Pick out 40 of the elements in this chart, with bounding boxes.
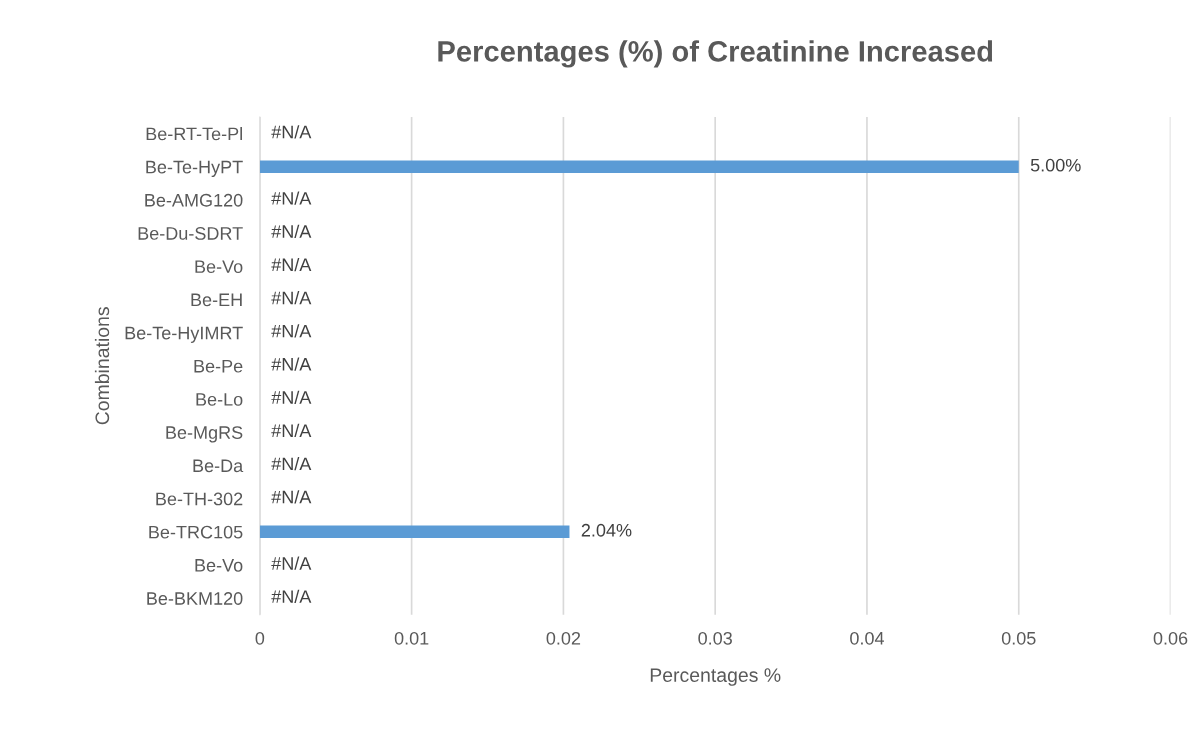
x-tick-label: 0.06	[1153, 631, 1188, 645]
text: #N/A	[271, 390, 312, 404]
text: #N/A	[271, 357, 312, 371]
text: #N/A	[271, 324, 312, 338]
text: #N/A	[271, 589, 312, 604]
data-label: 2.04%	[581, 523, 632, 537]
x-axis-title: Percentages %	[650, 668, 781, 686]
y-tick-label: Be-RT-Te-Pl	[146, 127, 242, 141]
y-tick-label: Be-Du-SDRT	[138, 227, 243, 240]
chart-title: Percentages (%) of Creatinine Increased	[438, 40, 993, 68]
y-tick-label: Be-Vo	[195, 260, 243, 274]
text: #N/A	[271, 457, 312, 471]
text: #N/A	[271, 257, 312, 272]
y-tick-label: Be-MgRS	[166, 426, 243, 443]
y-tick-label: Be-Te-HyPT	[146, 160, 243, 178]
x-tick-label: 0.03	[698, 631, 732, 645]
text: #N/A	[271, 291, 312, 305]
y-tick-label: Be-Lo	[196, 393, 243, 406]
text: #N/A	[271, 125, 312, 139]
y-tick-label: Be-Pe	[194, 359, 243, 373]
x-tick-label: 0.05	[1001, 631, 1036, 645]
text: #N/A	[271, 556, 312, 570]
data-label: 5.00%	[1030, 158, 1081, 172]
y-tick-label: Be-TH-302	[156, 492, 243, 506]
y-tick-label: Be-BKM120	[147, 592, 243, 605]
text: #N/A	[271, 191, 312, 205]
x-tick-label: 0.01	[394, 631, 429, 645]
y-tick-label: Be-Te-HyIMRT	[125, 326, 243, 343]
text: #N/A	[271, 490, 312, 504]
y-axis-title: Combinations	[94, 307, 110, 425]
x-tick-label: 0.02	[546, 631, 581, 645]
y-tick-label: Be-TRC105	[149, 525, 243, 539]
y-tick-label: Be-Vo	[195, 559, 243, 572]
x-tick-label: 0.04	[850, 631, 885, 645]
text: #N/A	[271, 423, 312, 438]
x-tick-label: 0	[255, 631, 265, 645]
y-tick-label: Be-EH	[191, 293, 242, 307]
text: #N/A	[271, 224, 312, 238]
y-tick-label: Be-AMG120	[145, 193, 243, 207]
y-tick-label: Be-Da	[193, 459, 244, 473]
